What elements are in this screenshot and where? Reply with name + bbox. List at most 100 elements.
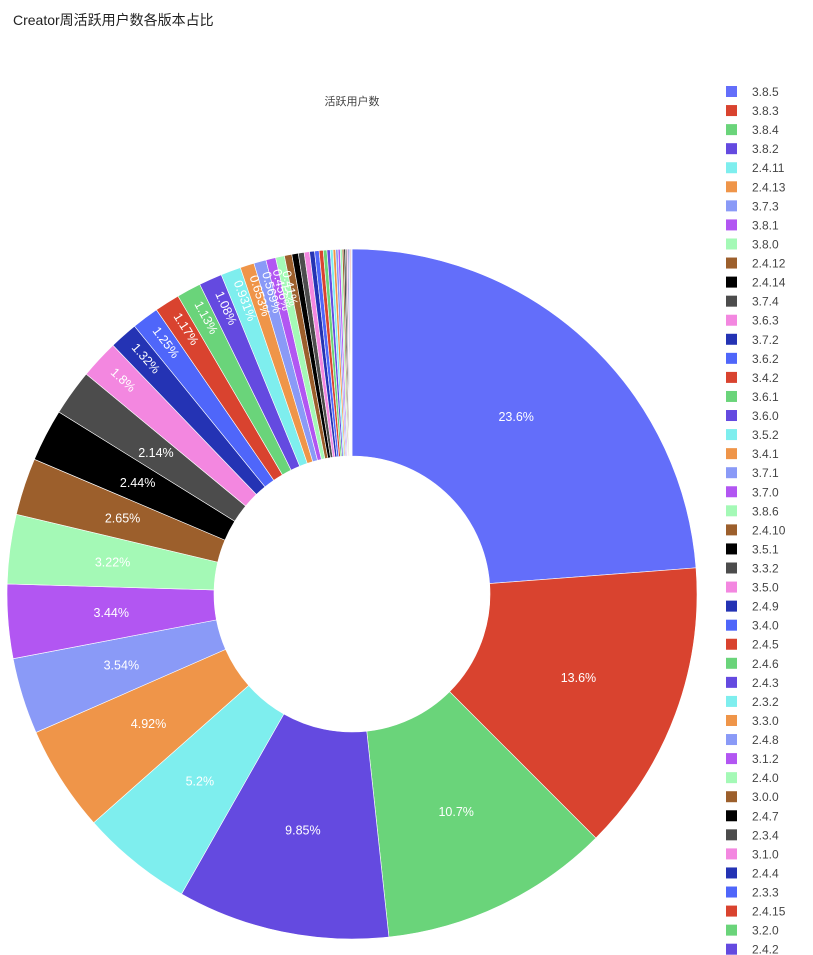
legend-item-3-0-0[interactable]: 3.0.0 bbox=[726, 790, 779, 804]
legend[interactable]: 3.8.5 3.8.3 3.8.4 3.8.2 2.4.11 2.4.13 3.7.3 3.8… bbox=[726, 85, 786, 955]
pie-slice-2-4-2[interactable] bbox=[351, 248, 353, 457]
legend-label: 3.8.4 bbox=[752, 123, 779, 137]
legend-item-3-3-2[interactable]: 3.3.2 bbox=[726, 562, 779, 576]
legend-item-3-7-0[interactable]: 3.7.0 bbox=[726, 485, 779, 499]
legend-item-2-4-15[interactable]: 2.4.15 bbox=[726, 905, 786, 919]
legend-item-2-4-0[interactable]: 2.4.0 bbox=[726, 771, 779, 785]
legend-label: 2.3.4 bbox=[752, 828, 779, 842]
legend-label: 3.6.3 bbox=[752, 314, 779, 328]
legend-label: 2.4.11 bbox=[752, 161, 785, 175]
legend-item-3-6-0[interactable]: 3.6.0 bbox=[726, 409, 779, 423]
legend-swatch bbox=[726, 657, 737, 669]
legend-swatch bbox=[726, 714, 737, 726]
legend-item-2-3-3[interactable]: 2.3.3 bbox=[726, 886, 779, 900]
slice-value-label: 4.92% bbox=[131, 717, 166, 731]
legend-item-2-4-5[interactable]: 2.4.5 bbox=[726, 638, 779, 652]
legend-label: 3.5.2 bbox=[752, 428, 779, 442]
legend-item-3-4-0[interactable]: 3.4.0 bbox=[726, 619, 779, 633]
legend-item-3-8-1[interactable]: 3.8.1 bbox=[726, 218, 779, 232]
legend-item-2-4-13[interactable]: 2.4.13 bbox=[726, 180, 786, 194]
pie-slice-3-8-3[interactable] bbox=[449, 567, 698, 839]
legend-label: 3.6.0 bbox=[752, 409, 779, 423]
legend-label: 2.4.7 bbox=[752, 809, 779, 823]
legend-label: 3.7.0 bbox=[752, 485, 779, 499]
legend-swatch bbox=[726, 734, 737, 746]
legend-item-3-1-2[interactable]: 3.1.2 bbox=[726, 752, 779, 766]
legend-item-2-4-7[interactable]: 2.4.7 bbox=[726, 809, 779, 823]
legend-swatch bbox=[726, 390, 737, 402]
legend-item-3-4-2[interactable]: 3.4.2 bbox=[726, 371, 779, 385]
legend-item-3-7-1[interactable]: 3.7.1 bbox=[726, 466, 779, 480]
legend-item-3-6-2[interactable]: 3.6.2 bbox=[726, 352, 779, 366]
legend-label: 2.4.2 bbox=[752, 943, 779, 955]
slice-value-label: 23.6% bbox=[498, 410, 533, 424]
legend-label: 3.4.1 bbox=[752, 447, 779, 461]
legend-item-3-8-5[interactable]: 3.8.5 bbox=[726, 85, 779, 99]
legend-item-2-4-4[interactable]: 2.4.4 bbox=[726, 866, 779, 880]
legend-swatch bbox=[726, 86, 737, 97]
legend-item-2-4-10[interactable]: 2.4.10 bbox=[726, 523, 786, 537]
legend-item-3-8-2[interactable]: 3.8.2 bbox=[726, 142, 779, 156]
legend-item-2-4-14[interactable]: 2.4.14 bbox=[726, 276, 786, 290]
legend-item-2-4-11[interactable]: 2.4.11 bbox=[726, 161, 785, 175]
legend-item-3-1-0[interactable]: 3.1.0 bbox=[726, 847, 779, 861]
legend-item-3-8-0[interactable]: 3.8.0 bbox=[726, 237, 779, 251]
legend-item-3-3-0[interactable]: 3.3.0 bbox=[726, 714, 779, 728]
slice-value-label: 2.44% bbox=[120, 476, 155, 490]
legend-swatch bbox=[726, 257, 737, 269]
legend-item-3-8-4[interactable]: 3.8.4 bbox=[726, 123, 779, 137]
legend-item-2-4-12[interactable]: 2.4.12 bbox=[726, 257, 786, 271]
legend-label: 3.8.6 bbox=[752, 504, 779, 518]
legend-label: 2.4.8 bbox=[752, 733, 779, 747]
legend-item-2-4-9[interactable]: 2.4.9 bbox=[726, 600, 779, 614]
legend-label: 3.6.2 bbox=[752, 352, 779, 366]
legend-item-3-6-3[interactable]: 3.6.3 bbox=[726, 314, 779, 328]
pie-slices bbox=[6, 248, 698, 940]
legend-label: 2.4.3 bbox=[752, 676, 779, 690]
pie-slice-3-8-4[interactable] bbox=[366, 691, 597, 938]
legend-label: 2.4.5 bbox=[752, 638, 779, 652]
legend-label: 3.4.2 bbox=[752, 371, 779, 385]
legend-item-3-5-2[interactable]: 3.5.2 bbox=[726, 428, 779, 442]
legend-item-2-4-2[interactable]: 2.4.2 bbox=[726, 943, 779, 955]
legend-swatch bbox=[726, 791, 737, 803]
legend-item-3-8-3[interactable]: 3.8.3 bbox=[726, 104, 779, 118]
legend-item-3-7-4[interactable]: 3.7.4 bbox=[726, 295, 779, 309]
legend-label: 3.8.5 bbox=[752, 85, 779, 99]
legend-item-3-5-1[interactable]: 3.5.1 bbox=[726, 542, 779, 556]
legend-swatch bbox=[726, 524, 737, 536]
legend-swatch bbox=[726, 905, 737, 917]
legend-item-3-6-1[interactable]: 3.6.1 bbox=[726, 390, 779, 404]
legend-item-3-7-3[interactable]: 3.7.3 bbox=[726, 199, 779, 213]
legend-item-3-8-6[interactable]: 3.8.6 bbox=[726, 504, 779, 518]
pie-slice-3-8-2[interactable] bbox=[181, 713, 390, 940]
legend-swatch bbox=[726, 753, 737, 765]
legend-swatch bbox=[726, 238, 737, 250]
legend-swatch bbox=[726, 429, 737, 441]
legend-label: 3.1.2 bbox=[752, 752, 779, 766]
legend-label: 3.2.0 bbox=[752, 924, 779, 938]
legend-label: 2.4.9 bbox=[752, 600, 779, 614]
legend-item-3-7-2[interactable]: 3.7.2 bbox=[726, 333, 779, 347]
legend-item-3-2-0[interactable]: 3.2.0 bbox=[726, 924, 779, 938]
legend-swatch bbox=[726, 124, 737, 136]
legend-item-2-4-6[interactable]: 2.4.6 bbox=[726, 657, 779, 671]
legend-item-2-4-8[interactable]: 2.4.8 bbox=[726, 733, 779, 747]
legend-item-2-4-3[interactable]: 2.4.3 bbox=[726, 676, 779, 690]
legend-item-2-3-4[interactable]: 2.3.4 bbox=[726, 828, 779, 842]
legend-swatch bbox=[726, 448, 737, 460]
legend-label: 3.4.0 bbox=[752, 619, 779, 633]
pie-slice-3-8-5[interactable] bbox=[351, 248, 697, 584]
legend-swatch bbox=[726, 181, 737, 193]
legend-label: 2.3.3 bbox=[752, 886, 779, 900]
legend-item-3-5-0[interactable]: 3.5.0 bbox=[726, 581, 779, 595]
legend-swatch bbox=[726, 886, 737, 898]
legend-swatch bbox=[726, 371, 737, 383]
legend-item-3-4-1[interactable]: 3.4.1 bbox=[726, 447, 779, 461]
legend-swatch bbox=[726, 676, 737, 688]
slice-value-label: 3.44% bbox=[94, 606, 129, 620]
legend-swatch bbox=[726, 562, 737, 574]
legend-swatch bbox=[726, 505, 737, 517]
legend-item-2-3-2[interactable]: 2.3.2 bbox=[726, 695, 779, 709]
